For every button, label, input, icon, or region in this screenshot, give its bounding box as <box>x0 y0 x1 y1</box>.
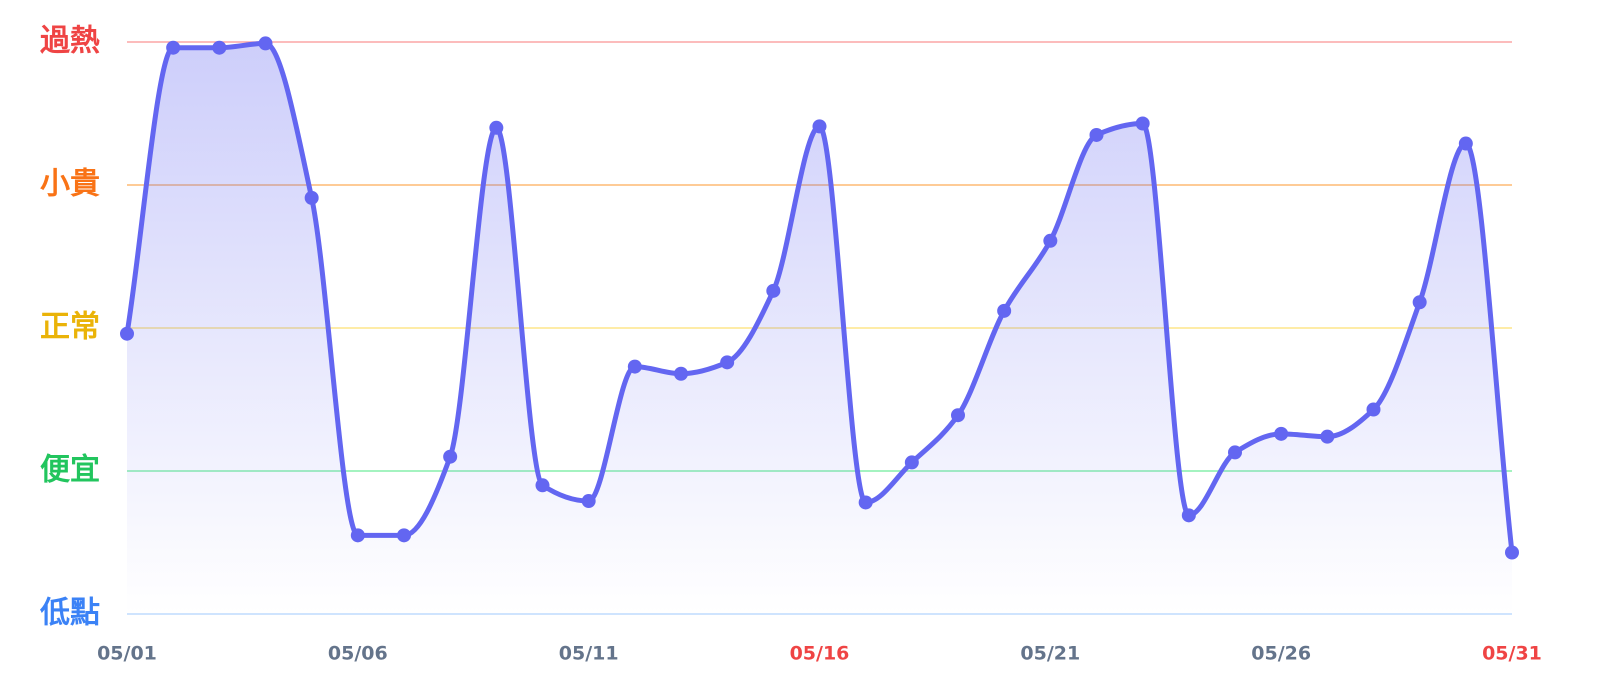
y-tick-label: 正常 <box>40 310 100 345</box>
point <box>812 119 827 134</box>
point <box>212 40 227 55</box>
x-tick-label: 05/11 <box>559 643 619 665</box>
x-tick-label: 05/31 <box>1482 643 1542 665</box>
point <box>1228 445 1242 460</box>
point <box>1320 429 1335 444</box>
y-tick-label: 便宜 <box>40 453 100 488</box>
point <box>1412 295 1427 310</box>
point <box>904 455 919 470</box>
point <box>766 283 781 298</box>
x-tick-label: 05/16 <box>790 643 850 665</box>
point <box>166 40 181 55</box>
point <box>258 36 273 51</box>
point <box>1458 136 1473 151</box>
point <box>674 366 688 381</box>
point <box>350 528 365 543</box>
x-tick-label: 05/26 <box>1251 643 1311 665</box>
point <box>120 326 134 341</box>
y-tick-label: 低點 <box>39 596 100 631</box>
point <box>397 528 411 543</box>
x-tick-label: 05/01 <box>97 643 157 665</box>
point <box>489 120 504 135</box>
point <box>535 478 550 493</box>
y-tick-label: 小貴 <box>40 167 100 202</box>
x-tick-label: 05/21 <box>1020 643 1080 665</box>
point <box>951 408 965 423</box>
point <box>1505 545 1519 560</box>
point <box>1043 233 1058 248</box>
point <box>1135 116 1150 131</box>
point <box>1089 127 1104 142</box>
point <box>1181 508 1196 523</box>
point <box>1274 426 1289 441</box>
point <box>720 355 735 370</box>
y-tick-label: 過熱 <box>40 24 100 59</box>
point <box>1366 402 1381 417</box>
area <box>127 43 1512 615</box>
point <box>997 303 1012 318</box>
point <box>304 190 319 205</box>
point <box>581 494 596 509</box>
x-tick-label: 05/06 <box>328 643 388 665</box>
point <box>858 495 873 510</box>
point <box>627 359 642 374</box>
point <box>443 449 458 464</box>
